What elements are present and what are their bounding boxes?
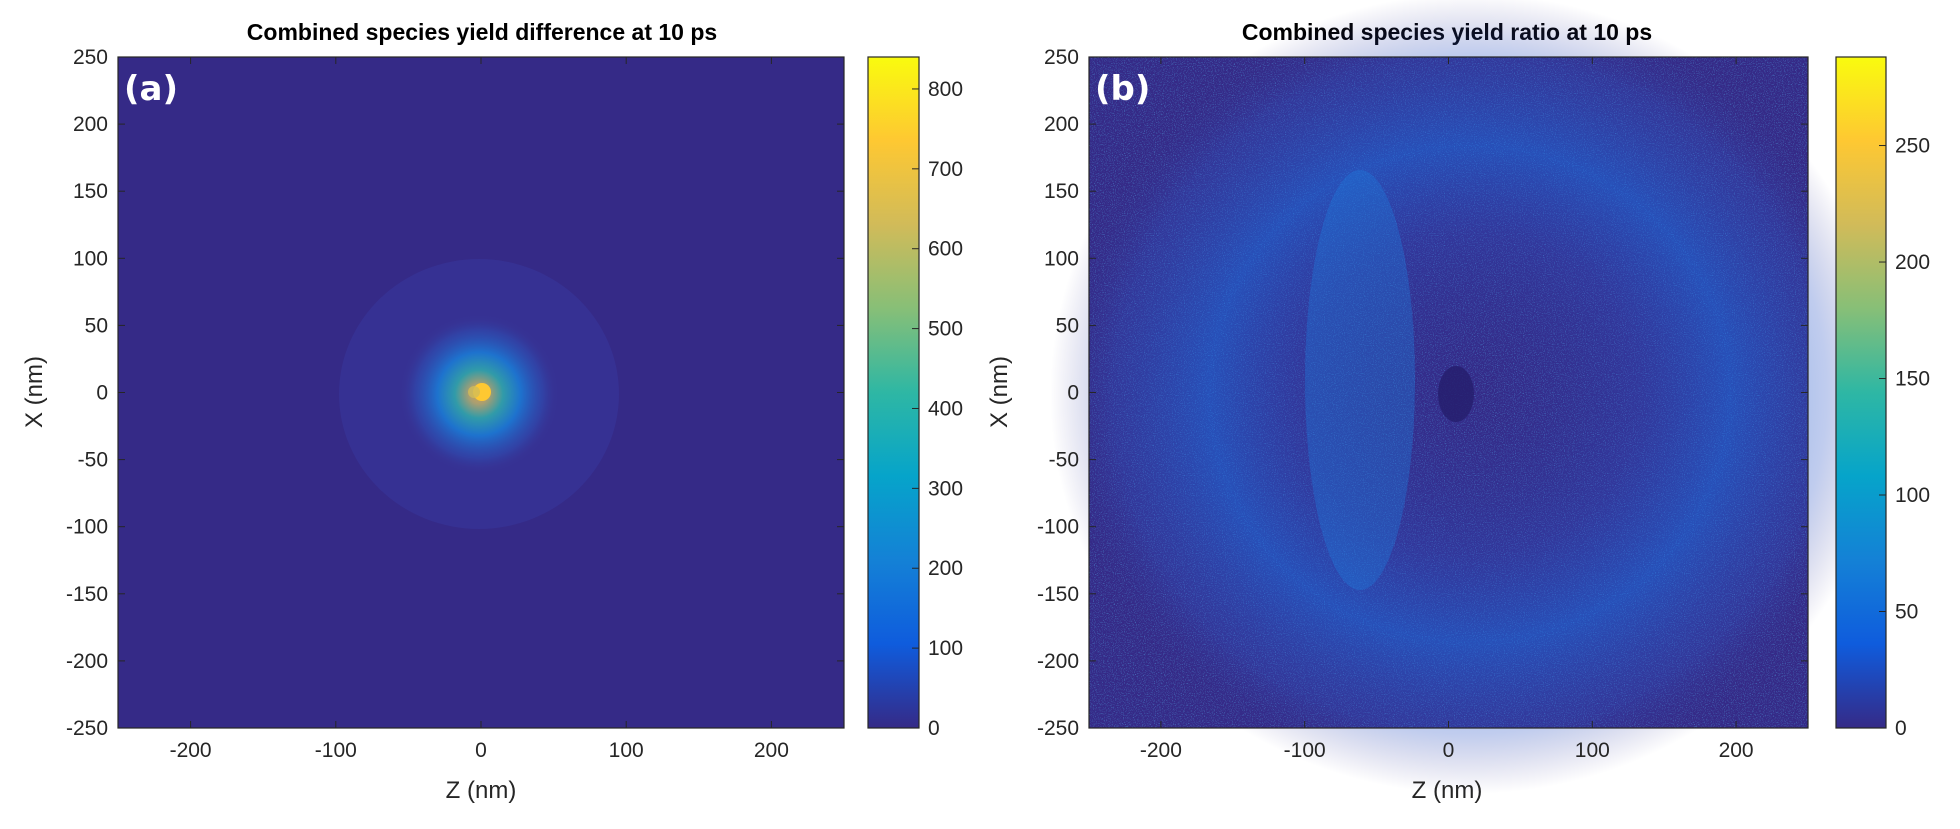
panel-b-ytick-label-3: 100: [1044, 247, 1079, 270]
panel-b-cbar-tick-label-3: 150: [1895, 368, 1930, 391]
panel-b-ytick-label-8: -150: [1037, 583, 1079, 606]
panel-a-cbar-tick-label-4: 400: [928, 397, 963, 420]
panel-a-xtick-label-1: -100: [315, 739, 357, 762]
panel-b-y-ticks: 250 200 150 100 50 0 -50 -100 -150 -200 -250: [1037, 46, 1808, 740]
panel-a-cbar-tick-label-0: 0: [928, 717, 940, 740]
panel-b-xlabel: Z (nm): [1412, 777, 1483, 804]
panel-a-cbar-tick-label-7: 700: [928, 158, 963, 181]
panel-a-ytick-label-6: -50: [78, 449, 108, 472]
panel-b-cbar-tick-label-1: 50: [1895, 601, 1918, 624]
panel-b-ytick-label-7: -100: [1037, 516, 1079, 539]
panel-a-colorbar: [868, 57, 919, 728]
panel-a-cbar-tick-label-2: 200: [928, 557, 963, 580]
panel-b-ylabel: X (nm): [986, 356, 1013, 428]
panel-b-cbar-tick-label-4: 200: [1895, 251, 1930, 274]
panel-b-dark-spot: [1438, 366, 1474, 422]
panel-b-cbar-tick-label-5: 250: [1895, 135, 1930, 158]
panel-b-ytick-label-10: -250: [1037, 717, 1079, 740]
panel-b-tag: (b): [1095, 69, 1150, 109]
panel-a-ytick-label-9: -200: [66, 650, 108, 673]
panel-a-ytick-label-7: -100: [66, 516, 108, 539]
panel-b-x-ticks: -200 -100 0 100 200: [1140, 57, 1754, 762]
panel-a-colorbar-frame: [867, 56, 920, 729]
panel-a-ytick-label-2: 150: [73, 180, 108, 203]
panel-a-x-ticks: -200 -100 0 100 200: [170, 57, 789, 762]
panel-b-cbar-tick-label-0: 0: [1895, 717, 1907, 740]
panel-b: Combined species yield ratio at 10 ps (b…: [986, 0, 1930, 804]
panel-a-ytick-label-4: 50: [85, 314, 108, 337]
panel-a-xtick-label-4: 200: [754, 739, 789, 762]
panel-a-ytick-label-10: -250: [66, 717, 108, 740]
panel-a-xtick-label-0: -200: [170, 739, 212, 762]
panel-b-colorbar-frame: [1835, 56, 1887, 729]
panel-b-xtick-label-2: 0: [1443, 739, 1455, 762]
panel-b-ring-left-bright: [1305, 170, 1415, 590]
panel-a-ytick-label-5: 0: [96, 382, 108, 405]
panel-b-xtick-label-4: 200: [1719, 739, 1754, 762]
panel-b-cbar-tick-label-2: 100: [1895, 484, 1930, 507]
panel-a-ytick-label-3: 100: [73, 247, 108, 270]
panel-a-title: Combined species yield difference at 10 …: [247, 19, 717, 45]
panel-a-cbar-tick-label-6: 600: [928, 238, 963, 261]
panel-b-ytick-label-9: -200: [1037, 650, 1079, 673]
panel-b-colorbar-ticks: 0 50 100 150 200 250: [1879, 135, 1930, 740]
panel-a-ytick-label-8: -150: [66, 583, 108, 606]
panel-a-cbar-tick-label-8: 800: [928, 78, 963, 101]
panel-a-ytick-label-0: 250: [73, 46, 108, 69]
panel-a-cbar-tick-label-1: 100: [928, 637, 963, 660]
panel-b-ytick-label-0: 250: [1044, 46, 1079, 69]
panel-a-ylabel: X (nm): [21, 356, 48, 428]
panel-a-tag: (a): [124, 69, 178, 109]
panel-a-xtick-label-3: 100: [609, 739, 644, 762]
panel-a-cbar-tick-label-3: 300: [928, 477, 963, 500]
panel-b-ytick-label-4: 50: [1056, 314, 1079, 337]
panel-b-ytick-label-1: 200: [1044, 113, 1079, 136]
panel-b-xtick-label-0: -200: [1140, 739, 1182, 762]
panel-b-xtick-label-3: 100: [1575, 739, 1610, 762]
panel-a-xlabel: Z (nm): [446, 777, 517, 804]
panel-b-ytick-label-6: -50: [1049, 449, 1079, 472]
panel-a-peak-core-2: [468, 386, 480, 398]
panel-a-ytick-label-1: 200: [73, 113, 108, 136]
panel-a: Combined species yield difference at 10 …: [21, 19, 963, 804]
panel-b-ytick-label-2: 150: [1044, 180, 1079, 203]
panel-b-colorbar: [1836, 57, 1886, 728]
panel-a-colorbar-ticks: 0 100 200 300 400 500 600 700 800: [912, 78, 963, 740]
panel-a-y-ticks: 250 200 150 100 50 0 -50 -100 -150 -200 -250: [66, 46, 844, 740]
panel-a-xtick-label-2: 0: [475, 739, 487, 762]
panel-b-xtick-label-1: -100: [1284, 739, 1326, 762]
panel-a-cbar-tick-label-5: 500: [928, 318, 963, 341]
panel-b-ytick-label-5: 0: [1067, 382, 1079, 405]
